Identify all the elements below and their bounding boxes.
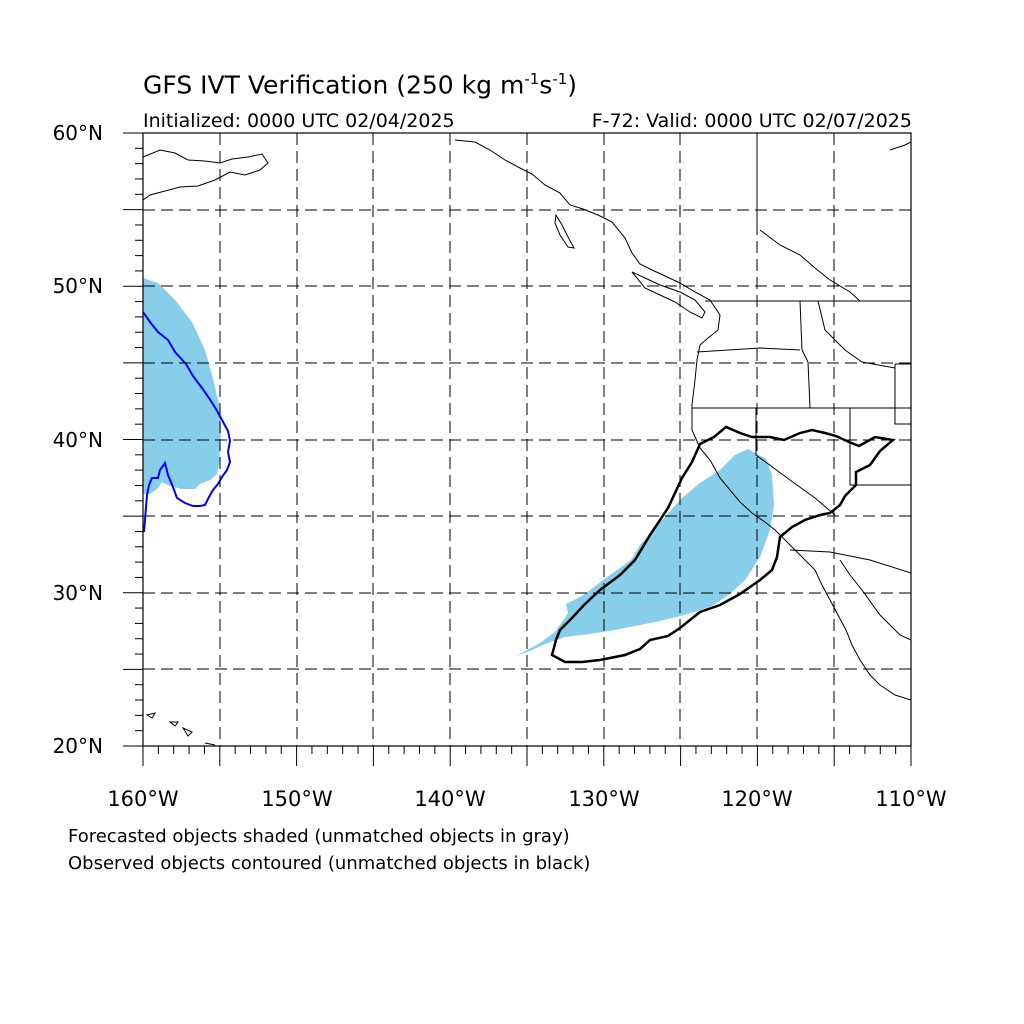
- lon-label-130w: 130°W: [568, 787, 640, 811]
- valid-time: F-72: Valid: 0000 UTC 02/07/2025: [591, 110, 912, 132]
- lon-label-140w: 140°W: [414, 787, 486, 811]
- border-wa-id: [799, 300, 811, 409]
- border-ca-nv: [755, 408, 836, 516]
- border-canada-provinces: [756, 133, 861, 302]
- observed-contour-matched: [143, 311, 232, 533]
- coastline-baja-gulf: [839, 559, 911, 641]
- lat-label-60: 60°N: [53, 121, 103, 145]
- border-wa-or: [696, 347, 801, 353]
- coastline-alaska: [143, 149, 269, 201]
- alaska-islands-se: [889, 141, 911, 151]
- coastline-pacific-us: [691, 405, 911, 701]
- border-us-mexico: [789, 549, 911, 574]
- lon-label-110w: 110°W: [875, 787, 947, 811]
- lat-label-20: 20°N: [53, 734, 103, 758]
- border-mt-wy: [894, 363, 911, 425]
- haida-gwaii: [554, 213, 575, 249]
- lon-label-150w: 150°W: [261, 787, 333, 811]
- coastline-alaska-panhandle: [454, 139, 721, 406]
- forecast-object-east: [516, 449, 774, 656]
- forecast-object-west: [143, 278, 221, 494]
- border-id-mt: [817, 300, 896, 369]
- lon-label-120w: 120°W: [721, 787, 793, 811]
- legend-forecast-note: Forecasted objects shaded (unmatched obj…: [68, 826, 570, 847]
- initialized-time: Initialized: 0000 UTC 02/04/2025: [143, 110, 455, 132]
- hawaii-islands: [145, 712, 216, 746]
- map-title: GFS IVT Verification (250 kg m-1s-1): [143, 70, 578, 100]
- legend-observed-note: Observed objects contoured (unmatched ob…: [68, 853, 591, 874]
- border-nv-az: [849, 408, 911, 486]
- lon-label-160w: 160°W: [107, 787, 179, 811]
- lat-label-50: 50°N: [53, 274, 103, 298]
- axis-ticks: [123, 132, 912, 766]
- graticule: [143, 133, 911, 746]
- lat-label-40: 40°N: [53, 428, 103, 452]
- observed-contour-unmatched: [550, 425, 896, 664]
- vancouver-island: [631, 271, 706, 319]
- lat-label-30: 30°N: [53, 581, 103, 605]
